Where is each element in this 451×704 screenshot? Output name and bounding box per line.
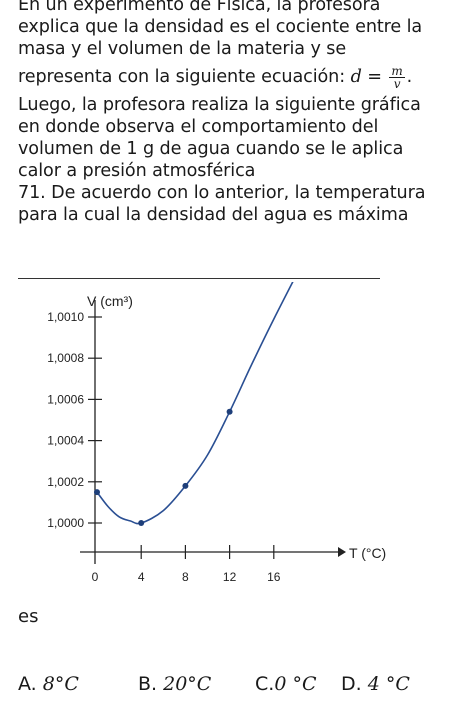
- y-tick-label: 1,0004: [47, 434, 84, 448]
- option-b-letter: B.: [138, 673, 158, 695]
- option-b-value: 20°C: [163, 673, 212, 695]
- question-line-7: volumen de 1 g de agua cuando se le apli…: [18, 139, 404, 159]
- x-axis-arrow: [338, 547, 346, 557]
- y-tick-label: 1,0000: [47, 516, 84, 530]
- question-line-10: para la cual la densidad del agua es máx…: [18, 205, 409, 225]
- option-c[interactable]: C.0 °C: [255, 673, 316, 695]
- x-tick-label: 16: [267, 570, 281, 584]
- equation-numerator: m: [389, 63, 405, 78]
- y-tick-label: 1,0010: [47, 310, 84, 324]
- y-tick-label: 1,0002: [47, 475, 84, 489]
- equation-end: .: [406, 67, 413, 87]
- equation-lhs: d: [350, 67, 362, 87]
- question-line-1: En un experimento de Física, la profesor…: [18, 0, 381, 15]
- data-point: [138, 520, 145, 526]
- x-tick-label: 4: [138, 570, 145, 584]
- option-a-value: 8°C: [42, 673, 79, 695]
- question-line-11: es: [18, 606, 39, 627]
- series-points: [94, 408, 233, 526]
- tick-labels: 1,0000 1,0002 1,0004 1,0006 1,0008 1,0010 1,00…: [47, 282, 386, 584]
- question-line-5: Luego, la profesora realiza la siguiente…: [18, 95, 421, 115]
- option-a[interactable]: A. 8°C: [18, 673, 79, 695]
- option-d-value: 4 °C: [367, 673, 410, 695]
- option-a-letter: A.: [18, 673, 37, 695]
- data-point: [226, 408, 233, 415]
- question-line-2: explica que la densidad es el cociente e…: [18, 17, 423, 37]
- question-line-6: en donde observa el comportamiento del: [18, 117, 379, 137]
- option-c-value: 0 °C: [274, 673, 317, 695]
- x-axis-label: T (°C): [349, 545, 386, 561]
- question-line-8: calor a presión atmosférica: [18, 161, 256, 181]
- question-text: En un experimento de Física, la profesor…: [18, 0, 443, 226]
- y-tick-label: 1,0006: [47, 392, 84, 406]
- option-b[interactable]: B. 20°C: [138, 673, 211, 695]
- equation-equals: =: [367, 67, 382, 87]
- question-line-4: representa con la siguiente ecuación: d …: [18, 60, 443, 94]
- data-point: [182, 482, 189, 489]
- y-axis-label: V (cm³): [87, 293, 133, 309]
- option-d-letter: D.: [341, 673, 362, 695]
- x-tick-label: 8: [182, 570, 189, 584]
- option-d[interactable]: D. 4 °C: [341, 673, 410, 695]
- y-tick-label: 1,0008: [47, 351, 84, 365]
- question-line-4-text: representa con la siguiente ecuación:: [18, 67, 346, 87]
- data-point: [94, 489, 100, 496]
- x-tick-label: 0: [92, 570, 99, 584]
- equation-fraction: m v: [389, 63, 405, 91]
- question-line-9: 71. De acuerdo con lo anterior, la tempe…: [18, 183, 426, 203]
- divider-line: [18, 278, 380, 279]
- option-c-letter: C.: [255, 673, 275, 695]
- x-tick-label: 12: [223, 570, 237, 584]
- y-tick-label: 1,0012: [47, 282, 84, 283]
- chart-axes: [80, 300, 346, 564]
- series-line: [96, 282, 294, 525]
- volume-temperature-chart: 1,0000 1,0002 1,0004 1,0006 1,0008 1,0010 1,00…: [47, 282, 386, 584]
- equation-denominator: v: [393, 76, 401, 91]
- chart-ticks: [88, 316, 275, 559]
- question-line-3: masa y el volumen de la materia y se: [18, 39, 347, 59]
